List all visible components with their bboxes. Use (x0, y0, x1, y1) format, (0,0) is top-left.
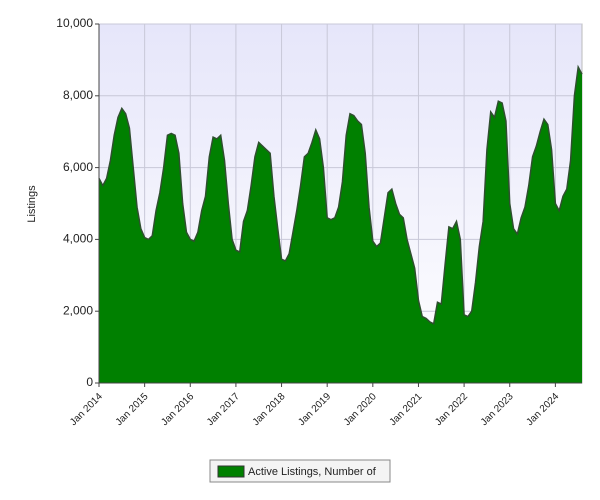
x-tick-label: Jan 2014 (68, 391, 105, 428)
legend-swatch (217, 465, 245, 478)
y-tick-label: 6,000 (63, 160, 93, 174)
y-tick-label: 8,000 (63, 88, 93, 102)
x-tick-label: Jan 2017 (205, 391, 242, 428)
y-tick-label: 10,000 (56, 16, 93, 30)
y-tick-label: 4,000 (63, 232, 93, 246)
x-tick-label: Jan 2016 (159, 391, 196, 428)
legend-label: Active Listings, Number of (248, 466, 377, 478)
y-tick-label: 2,000 (63, 303, 93, 317)
x-tick-label: Jan 2015 (114, 391, 151, 428)
x-tick-label: Jan 2022 (433, 391, 470, 428)
x-tick-label: Jan 2024 (524, 391, 561, 428)
x-tick-label: Jan 2021 (388, 391, 425, 428)
area (99, 67, 582, 383)
x-tick-label: Jan 2020 (342, 391, 379, 428)
y-axis-label: Listings (26, 185, 38, 223)
x-tick-label: Jan 2019 (296, 391, 333, 428)
x-tick-label: Jan 2018 (251, 391, 288, 428)
area-line (98, 64, 583, 325)
x-tick-label: Jan 2023 (479, 391, 516, 428)
y-tick-label: 0 (86, 375, 93, 389)
legend-box (209, 459, 391, 483)
